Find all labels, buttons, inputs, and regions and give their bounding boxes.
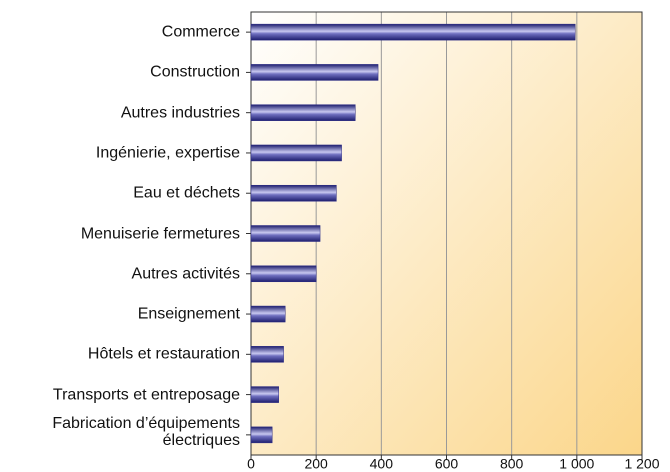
x-tick-label: 0 bbox=[247, 456, 255, 472]
bar bbox=[250, 23, 576, 41]
x-tick-label: 400 bbox=[370, 456, 394, 472]
x-tick-label: 800 bbox=[500, 456, 524, 472]
bar bbox=[250, 104, 356, 121]
x-tick-label: 1 000 bbox=[559, 456, 594, 472]
bar bbox=[250, 184, 337, 202]
y-tick-label: Ingénierie, expertise bbox=[95, 144, 240, 162]
bar bbox=[250, 225, 321, 242]
y-tick-label: Autres activités bbox=[131, 265, 240, 283]
bar bbox=[250, 426, 273, 444]
y-tick-label: Fabrication d’équipements électriques bbox=[52, 414, 240, 449]
y-tick-label: Menuiserie fermetures bbox=[80, 225, 240, 242]
bar bbox=[250, 305, 286, 323]
y-tick-label: Construction bbox=[150, 63, 240, 81]
y-tick-label: Commerce bbox=[161, 23, 240, 41]
bar bbox=[250, 386, 279, 403]
bar bbox=[250, 144, 342, 162]
bar bbox=[250, 265, 317, 283]
y-tick-label: Hôtels et restauration bbox=[87, 345, 240, 363]
y-tick-label: Autres industries bbox=[120, 104, 240, 122]
x-tick-label: 600 bbox=[435, 456, 459, 472]
bar bbox=[250, 346, 284, 363]
bar bbox=[250, 64, 379, 81]
x-tick-label: 1 200 bbox=[624, 456, 659, 472]
x-tick-label: 200 bbox=[304, 456, 328, 472]
y-tick-label: Enseignement bbox=[137, 305, 240, 323]
y-tick-label: Transports et entreposage bbox=[52, 386, 240, 404]
y-tick-label: Eau et déchets bbox=[133, 184, 240, 202]
